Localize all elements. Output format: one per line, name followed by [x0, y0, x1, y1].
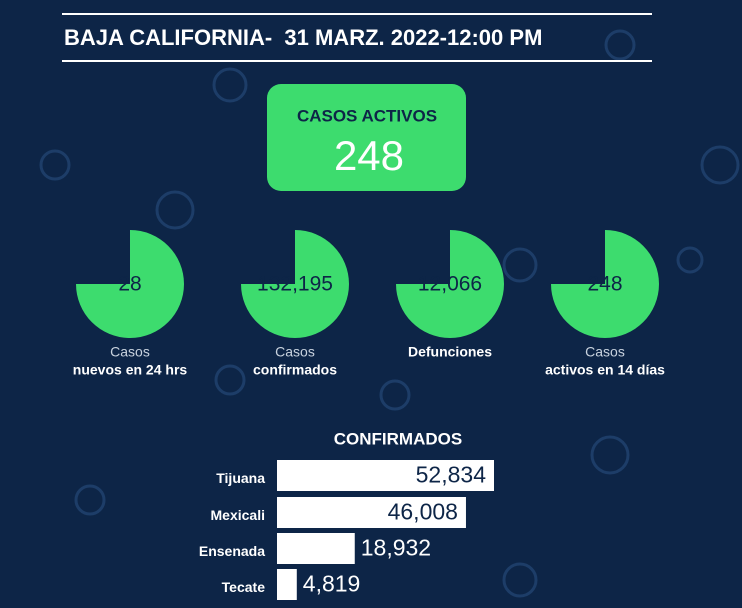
stat-value: 248	[587, 273, 622, 296]
active-box	[267, 84, 466, 191]
active-value: 248	[334, 132, 404, 179]
stat-shape	[76, 230, 184, 338]
stat-shape	[551, 230, 659, 338]
stat-label: Defunciones	[408, 344, 492, 360]
virus-decorations	[39, 29, 740, 598]
bar-category: Mexicali	[211, 507, 265, 523]
stat-value: 12,066	[418, 273, 482, 296]
bar-value: 46,008	[388, 499, 458, 525]
bars-title: CONFIRMADOS	[334, 429, 462, 448]
header-title: BAJA CALIFORNIA- 31 MARZ. 2022-12:00 PM	[64, 25, 542, 50]
bar-category: Tecate	[222, 579, 266, 595]
bar-value: 4,819	[303, 571, 361, 597]
stat-label: Casos	[585, 344, 625, 360]
stat-shape	[241, 230, 349, 338]
bar	[277, 497, 466, 528]
active-label: CASOS ACTIVOS	[297, 106, 437, 125]
bar-category: Tijuana	[216, 470, 265, 486]
stat-label: confirmados	[253, 362, 337, 378]
stat-value: 28	[118, 273, 141, 296]
bar	[277, 533, 355, 564]
stat-value: 132,195	[257, 273, 333, 296]
stat-label: activos en 14 días	[545, 362, 665, 378]
stat-shape	[396, 230, 504, 338]
bar-value: 18,932	[361, 535, 431, 561]
stat-label: nuevos en 24 hrs	[73, 362, 188, 378]
stat-label: Casos	[110, 344, 150, 360]
stat-label: Casos	[275, 344, 315, 360]
bar	[277, 569, 297, 600]
bar-category: Ensenada	[199, 543, 265, 559]
bar-value: 52,834	[416, 462, 487, 488]
bar	[277, 460, 494, 491]
